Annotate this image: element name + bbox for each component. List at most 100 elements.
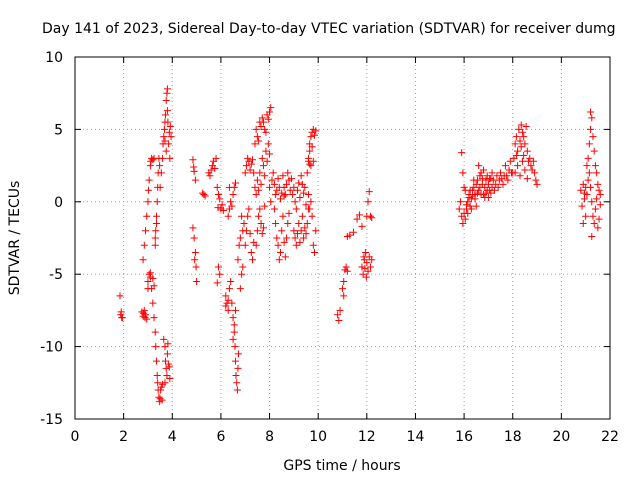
data-point xyxy=(517,121,525,129)
data-point xyxy=(520,133,528,141)
data-point xyxy=(475,162,483,170)
x-tick-label: 6 xyxy=(216,429,225,445)
data-point xyxy=(213,279,221,287)
data-point xyxy=(165,140,173,148)
data-point xyxy=(154,379,162,387)
data-point xyxy=(231,343,239,351)
data-point xyxy=(190,163,198,171)
data-point xyxy=(459,169,467,177)
data-point xyxy=(304,191,312,199)
data-point xyxy=(346,231,354,239)
data-point xyxy=(514,147,522,155)
data-point xyxy=(239,263,247,271)
data-point xyxy=(486,186,494,194)
data-point xyxy=(141,314,149,322)
data-point xyxy=(200,191,208,199)
data-point xyxy=(477,191,485,199)
data-point xyxy=(466,202,474,210)
data-point xyxy=(156,162,164,170)
data-point xyxy=(270,205,278,213)
data-point xyxy=(522,123,530,131)
data-point xyxy=(340,292,348,300)
data-point xyxy=(163,350,171,358)
data-point xyxy=(269,169,277,177)
data-point xyxy=(229,335,237,343)
data-point xyxy=(306,160,314,168)
data-point xyxy=(276,195,284,203)
data-point xyxy=(276,248,284,256)
data-point xyxy=(596,201,604,209)
data-point xyxy=(234,364,242,372)
data-point xyxy=(349,228,357,236)
data-point xyxy=(156,183,164,191)
data-point xyxy=(275,256,283,264)
data-point xyxy=(595,215,603,223)
data-point xyxy=(342,263,350,271)
data-point xyxy=(191,256,199,264)
data-point xyxy=(304,157,312,165)
data-point xyxy=(577,186,585,194)
data-point xyxy=(296,193,304,201)
data-point xyxy=(268,176,276,184)
data-point xyxy=(527,162,535,170)
data-point xyxy=(278,227,286,235)
data-point xyxy=(240,220,248,228)
data-point xyxy=(512,151,520,159)
data-point xyxy=(262,128,270,136)
data-point xyxy=(533,180,541,188)
data-point xyxy=(233,386,241,394)
data-point xyxy=(309,241,317,249)
data-point xyxy=(162,96,170,104)
data-point xyxy=(144,198,152,206)
data-point xyxy=(471,195,479,203)
data-point xyxy=(478,175,486,183)
data-point xyxy=(295,179,303,187)
data-point xyxy=(257,220,265,228)
data-point xyxy=(251,140,259,148)
data-point xyxy=(238,270,246,278)
data-point xyxy=(160,335,168,343)
data-point xyxy=(149,299,157,307)
data-point xyxy=(517,143,525,151)
data-point xyxy=(516,137,524,145)
data-point xyxy=(152,227,160,235)
x-tick-label: 2 xyxy=(119,429,128,445)
data-point xyxy=(595,186,603,194)
data-point xyxy=(140,309,148,317)
data-point xyxy=(140,306,148,314)
data-point xyxy=(475,186,483,194)
data-point xyxy=(499,180,507,188)
x-tick-label: 16 xyxy=(455,429,473,445)
data-point xyxy=(167,133,175,141)
data-point xyxy=(521,166,529,174)
data-point xyxy=(273,234,281,242)
data-point xyxy=(461,215,469,223)
data-point xyxy=(232,357,239,365)
data-point xyxy=(218,201,226,209)
data-point xyxy=(520,151,528,159)
data-point xyxy=(590,220,598,228)
data-point xyxy=(484,180,492,188)
y-tick-label: 5 xyxy=(54,122,63,138)
data-point xyxy=(302,230,310,238)
data-point xyxy=(518,128,526,136)
data-point xyxy=(246,166,254,174)
data-point xyxy=(362,273,370,281)
data-point xyxy=(300,234,308,242)
data-point xyxy=(258,230,266,238)
data-point xyxy=(480,166,488,174)
axis-ticks: 0 2 4 6 8 10 12 14 16 18 20 22 -15 -10 -5 0 5 10 xyxy=(40,50,619,445)
y-tick-label: 0 xyxy=(54,195,63,211)
x-tick-label: 22 xyxy=(601,429,619,445)
data-point xyxy=(261,202,269,210)
data-point xyxy=(266,150,274,158)
data-point xyxy=(487,175,495,183)
data-point xyxy=(145,270,153,278)
data-point xyxy=(591,205,599,213)
data-point xyxy=(476,183,484,191)
data-point xyxy=(270,180,278,188)
data-point xyxy=(245,205,253,213)
data-point xyxy=(228,299,236,307)
data-points xyxy=(116,85,604,406)
data-point xyxy=(368,256,376,264)
